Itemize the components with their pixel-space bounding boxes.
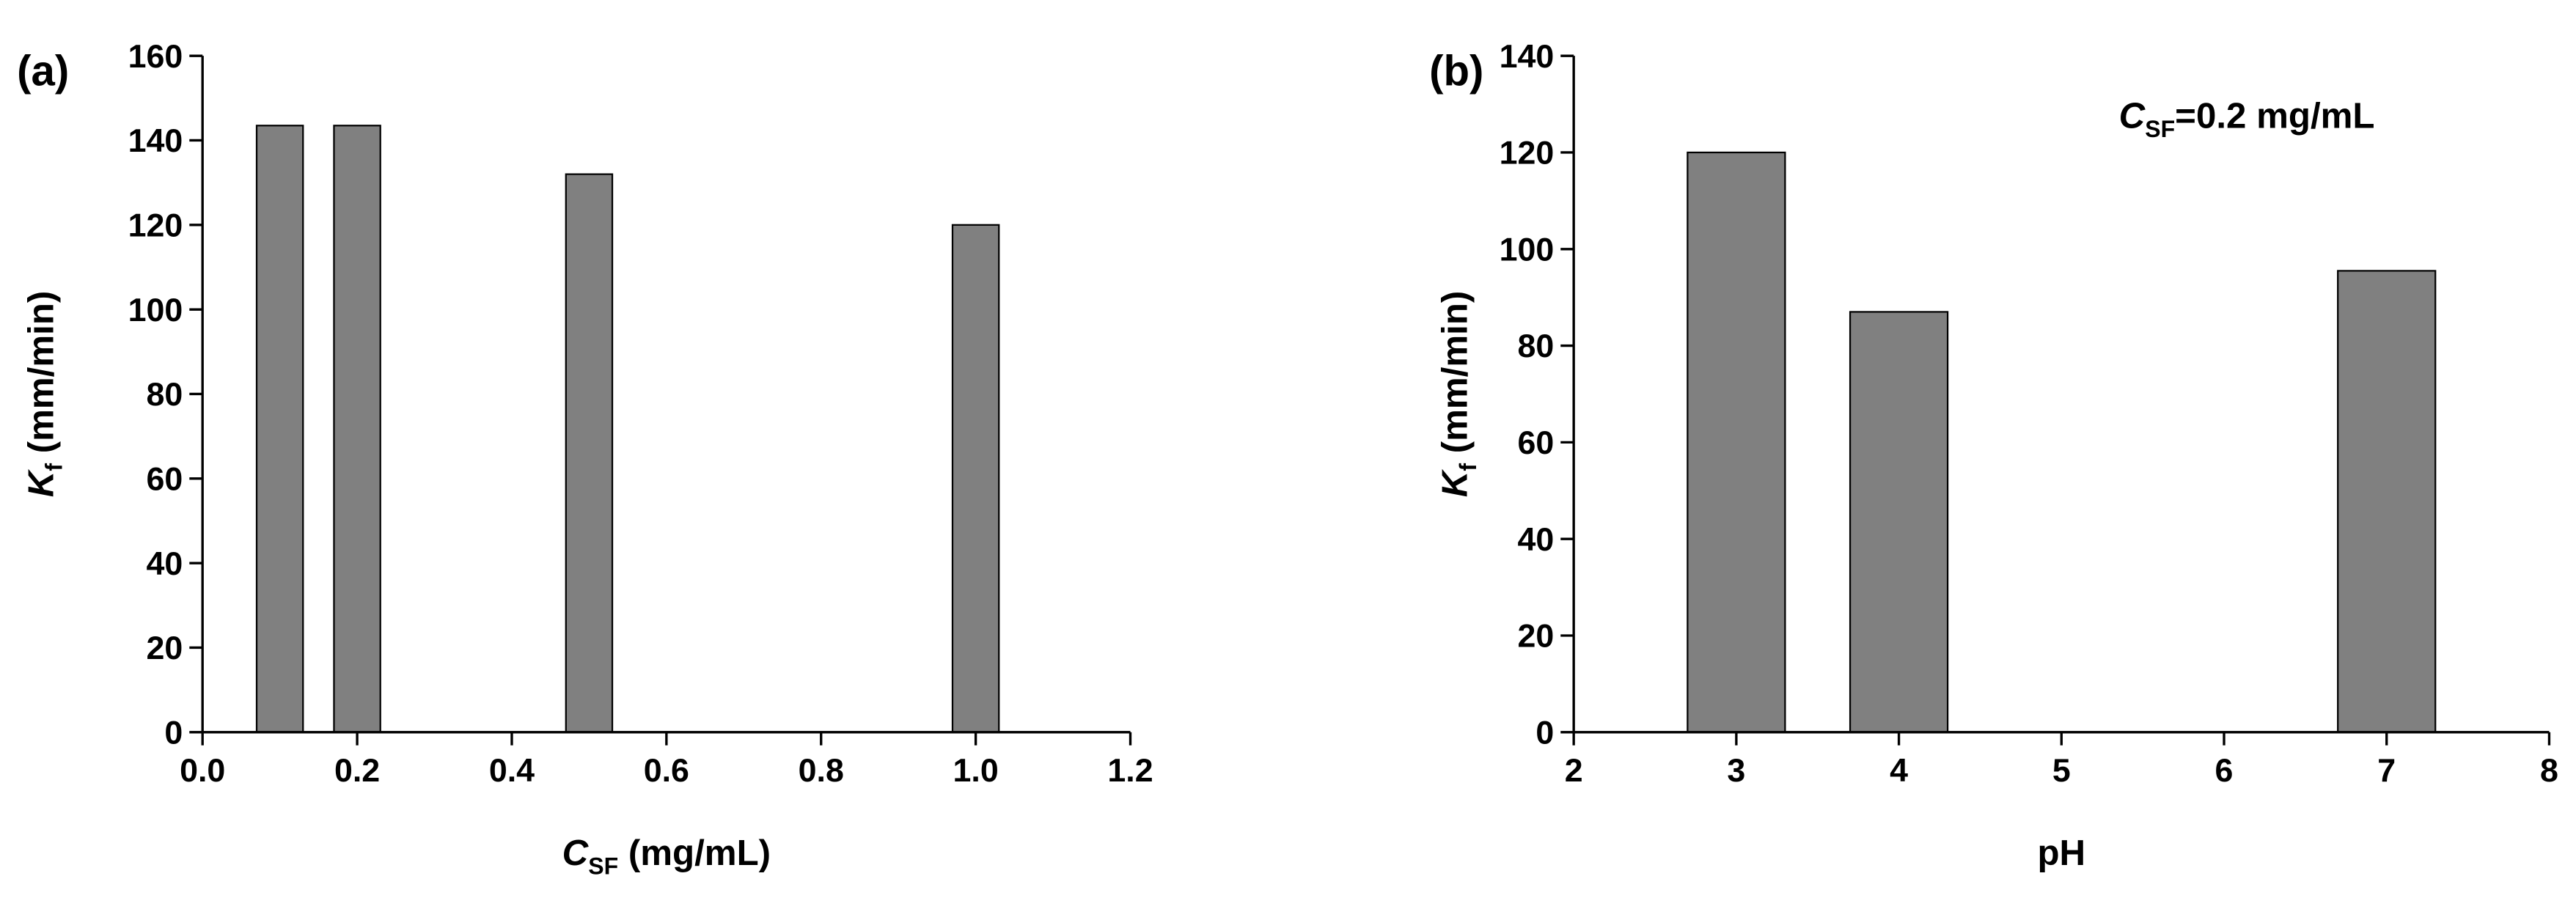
y-tick-label: 0: [1535, 714, 1554, 751]
bar: [333, 125, 381, 733]
x-axis-label: pH: [2037, 833, 2085, 873]
y-tick-label: 60: [1518, 424, 1555, 461]
y-tick-label: 160: [128, 38, 183, 75]
x-tick-label: 1.0: [953, 752, 999, 789]
y-axis-label-part: (mm/min): [21, 291, 61, 463]
y-axis-label-part: K: [21, 468, 61, 497]
y-tick-label: 100: [128, 292, 183, 328]
x-tick-label: 8: [2540, 752, 2558, 789]
y-tick-label: 60: [147, 460, 183, 497]
x-tick-label: 0.6: [644, 752, 689, 789]
x-tick-label: 0.4: [489, 752, 535, 789]
y-tick-label: 80: [147, 376, 183, 413]
bar: [565, 173, 614, 733]
bar: [1849, 311, 1949, 733]
y-tick-label: 20: [1518, 618, 1555, 655]
x-tick-label: 6: [2215, 752, 2234, 789]
x-axis-label-part: pH: [2037, 833, 2085, 873]
x-tick-label: 7: [2377, 752, 2396, 789]
bar: [951, 224, 1000, 733]
y-tick-label: 0: [164, 714, 183, 751]
x-tick-label: 0.2: [334, 752, 380, 789]
y-tick-label: 80: [1518, 328, 1555, 364]
y-axis-label-part: f: [41, 463, 67, 471]
y-tick-label: 20: [147, 630, 183, 666]
panel-label: (a): [17, 47, 69, 95]
y-tick-label: 100: [1500, 231, 1555, 268]
y-axis-label-part: f: [1455, 463, 1481, 471]
y-tick-label: 120: [1500, 135, 1555, 172]
y-tick-label: 40: [147, 545, 183, 582]
x-axis-label-part: C: [562, 833, 590, 873]
y-tick-label: 140: [128, 122, 183, 159]
annotation: CSF=0.2 mg/mL: [2119, 96, 2375, 142]
y-axis-label-part: (mm/min): [1435, 291, 1475, 463]
x-tick-label: 2: [1565, 752, 1583, 789]
x-axis-label: CSF (mg/mL): [562, 833, 771, 879]
x-tick-label: 0.8: [799, 752, 844, 789]
annotation-part: SF: [2145, 116, 2175, 142]
annotation-part: C: [2119, 96, 2146, 136]
annotation-part: =0.2 mg/mL: [2175, 96, 2374, 136]
y-tick-label: 120: [128, 207, 183, 243]
x-axis-label-part: SF: [588, 853, 618, 880]
y-axis-label: Kf (mm/min): [21, 291, 67, 498]
y-tick-label: 140: [1500, 38, 1555, 75]
x-tick-label: 5: [2052, 752, 2071, 789]
x-tick-label: 4: [1890, 752, 1908, 789]
y-tick-label: 40: [1518, 521, 1555, 558]
y-axis-label-part: K: [1435, 468, 1475, 497]
panel-label: (b): [1429, 47, 1483, 95]
x-tick-label: 0.0: [180, 752, 225, 789]
y-axis-label: Kf (mm/min): [1435, 291, 1481, 498]
bar: [1687, 151, 1786, 733]
x-tick-label: 3: [1727, 752, 1745, 789]
x-tick-label: 1.2: [1107, 752, 1153, 789]
bar: [2337, 270, 2437, 733]
bar: [255, 125, 304, 733]
x-axis-label-part: (mg/mL): [618, 833, 771, 873]
